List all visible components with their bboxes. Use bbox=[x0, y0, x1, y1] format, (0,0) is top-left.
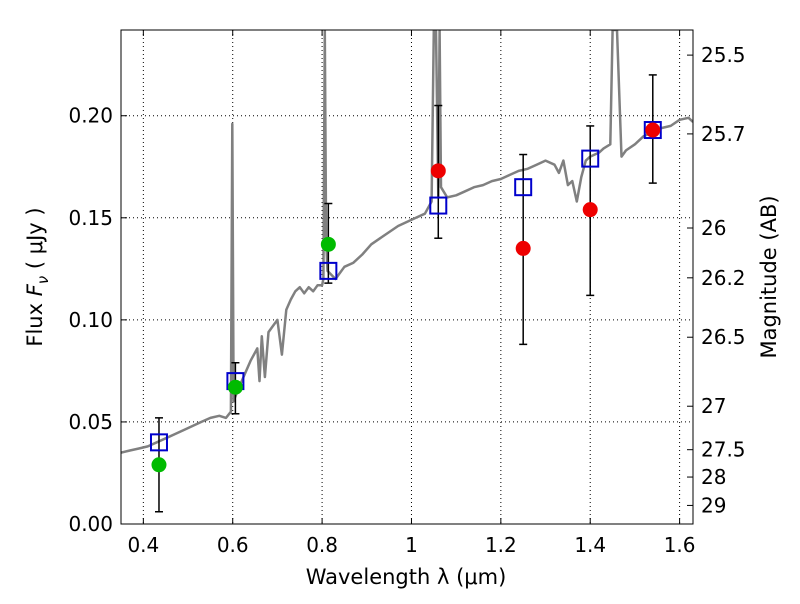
y2-tick-label: 29 bbox=[701, 493, 726, 517]
x-tick-label: 1.4 bbox=[574, 533, 606, 557]
model-square bbox=[149, 433, 168, 452]
x-tick-label: 1.2 bbox=[485, 533, 517, 557]
model-square bbox=[581, 149, 600, 168]
y2-tick-label: 28 bbox=[701, 465, 726, 489]
y2-tick-label: 26.5 bbox=[701, 325, 746, 349]
green-point bbox=[320, 236, 336, 252]
y2-tick-label: 25.7 bbox=[701, 122, 746, 146]
model-square bbox=[319, 261, 338, 280]
y2-tick-label: 27 bbox=[701, 394, 726, 418]
x-tick-label: 0.4 bbox=[127, 533, 159, 557]
y-axis-title-symbol: F bbox=[23, 283, 47, 296]
x-tick-label: 0.8 bbox=[306, 533, 338, 557]
y2-tick-label: 26.2 bbox=[701, 266, 746, 290]
model-square bbox=[429, 196, 448, 215]
green-point bbox=[227, 379, 243, 395]
spectrum-line bbox=[121, 30, 693, 454]
y2-tick-label: 26 bbox=[701, 216, 726, 240]
y2-tick-label: 27.5 bbox=[701, 438, 746, 462]
red-point bbox=[645, 122, 661, 138]
y-tick-label: 0.15 bbox=[68, 206, 113, 230]
y2-axis-title: Magnitude (AB) bbox=[757, 195, 781, 358]
y-tick-label: 0.05 bbox=[68, 410, 113, 434]
x-tick-label: 0.6 bbox=[217, 533, 249, 557]
axes: 0.4 0.6 0.8 1 1.2 1.4 1.6 0.00 0.05 0.10 0.15 0.20 2… bbox=[68, 30, 746, 557]
red-point bbox=[582, 202, 598, 218]
red-point bbox=[430, 163, 446, 179]
grid bbox=[121, 30, 693, 525]
y2-tick-label: 25.5 bbox=[701, 43, 746, 67]
x-tick-label: 1.6 bbox=[664, 533, 696, 557]
y-tick-label: 0.20 bbox=[68, 104, 113, 128]
green-point bbox=[151, 457, 167, 473]
plot-frame bbox=[120, 29, 694, 525]
y-axis-title-subscript: ν bbox=[34, 276, 52, 284]
model-square bbox=[514, 178, 533, 197]
x-tick-label: 1 bbox=[405, 533, 418, 557]
red-point bbox=[515, 240, 531, 256]
plot-area bbox=[121, 30, 693, 513]
y-tick-label: 0.00 bbox=[68, 512, 113, 536]
y-axis-title-prefix: Flux bbox=[23, 296, 47, 346]
x-axis-title: Wavelength λ (μm) bbox=[306, 565, 507, 589]
y-tick-label: 0.10 bbox=[68, 308, 113, 332]
y-axis-title: Flux Fν ( μJy ) bbox=[23, 207, 52, 346]
model-square bbox=[643, 121, 662, 140]
y-axis-title-suffix: ( μJy ) bbox=[23, 207, 47, 275]
